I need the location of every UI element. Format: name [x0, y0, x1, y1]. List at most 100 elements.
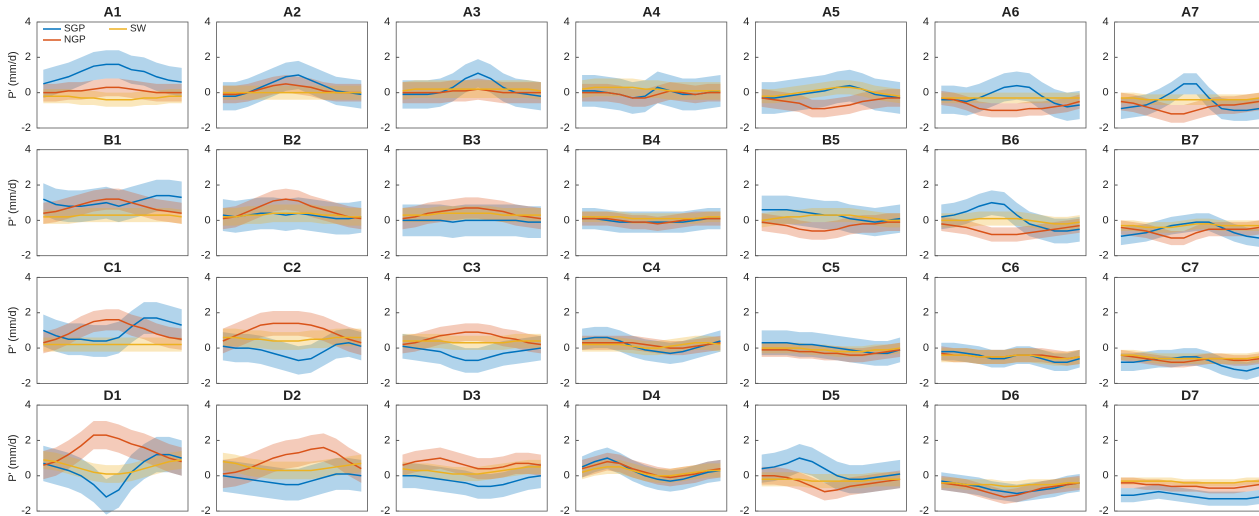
panel-title: C4 — [642, 259, 660, 275]
y-tick-label: 0 — [384, 214, 390, 226]
series-line — [582, 217, 721, 223]
y-tick-label: -2 — [560, 377, 570, 389]
y-tick-label: -2 — [740, 505, 750, 516]
axes-box — [934, 404, 1087, 512]
y-tick-label: 0 — [564, 342, 570, 354]
y-tick-label: 2 — [25, 434, 31, 446]
axes-box — [395, 404, 548, 512]
y-tick-label: 2 — [743, 179, 749, 191]
series-line — [402, 457, 542, 470]
y-tick-label: 0 — [25, 342, 31, 354]
band — [43, 436, 182, 515]
y-tick-label: 2 — [204, 51, 210, 63]
axes-box — [755, 276, 907, 384]
panel-title: A3 — [463, 4, 481, 20]
axes-box — [36, 404, 189, 512]
y-tick-label: 2 — [25, 51, 31, 63]
series-line — [941, 97, 1080, 112]
series-line — [582, 342, 721, 349]
y-tick-label: 0 — [743, 87, 749, 99]
y-tick-label: 0 — [564, 470, 570, 482]
axes-box — [216, 149, 369, 257]
y-tick-label: 0 — [384, 470, 390, 482]
series-line — [1120, 482, 1259, 489]
y-tick-label: 4 — [564, 271, 570, 283]
band — [582, 447, 721, 492]
series-line — [761, 97, 901, 110]
panel-title: B2 — [283, 131, 301, 147]
series-line — [1120, 354, 1259, 363]
y-tick-label: 2 — [25, 307, 31, 319]
band — [43, 78, 182, 102]
y-tick-label: 2 — [384, 307, 390, 319]
y-tick-label: -2 — [380, 250, 390, 262]
band — [402, 333, 541, 350]
series-line — [1120, 221, 1259, 239]
panel-title: A4 — [642, 4, 660, 20]
band — [43, 179, 182, 223]
series-line — [43, 95, 182, 101]
series-line — [761, 86, 901, 97]
y-tick-label: 2 — [564, 179, 570, 191]
y-tick-label: 4 — [923, 399, 929, 411]
y-tick-label: 4 — [384, 16, 390, 28]
panel-title: A6 — [1002, 4, 1020, 20]
panel-title: D2 — [283, 387, 301, 403]
series-line — [222, 198, 362, 220]
panel-title: B3 — [463, 131, 481, 147]
series-line — [222, 473, 362, 486]
y-tick-label: 0 — [564, 214, 570, 226]
axes-box — [755, 149, 907, 257]
y-tick-label: 0 — [923, 214, 929, 226]
y-tick-label: 2 — [923, 51, 929, 63]
band — [941, 216, 1080, 242]
band — [43, 302, 182, 357]
legend-label: NGP — [64, 35, 86, 46]
series-line — [222, 460, 362, 472]
band — [402, 78, 541, 104]
y-tick-label: -2 — [1099, 377, 1109, 389]
series-line — [761, 214, 901, 222]
y-tick-label: 0 — [1102, 342, 1108, 354]
series-line — [43, 63, 182, 85]
band — [582, 82, 721, 107]
band — [761, 195, 901, 237]
y-tick-label: 0 — [204, 342, 210, 354]
series-line — [941, 482, 1080, 498]
band — [941, 475, 1080, 505]
y-tick-label: 4 — [1102, 16, 1108, 28]
series-line — [941, 84, 1080, 108]
series-line — [1120, 490, 1259, 500]
series-line — [43, 198, 182, 215]
y-tick-label: 0 — [25, 87, 31, 99]
y-tick-label: 4 — [204, 144, 210, 156]
panel-title: B4 — [642, 131, 660, 147]
series-line — [761, 349, 901, 356]
series-line — [402, 219, 541, 223]
series-line — [222, 342, 362, 362]
band — [761, 466, 901, 501]
y-tick-label: -2 — [1099, 505, 1109, 516]
series-line — [582, 216, 721, 220]
band — [941, 472, 1080, 503]
axes-box — [1114, 149, 1259, 257]
series-line — [941, 223, 1080, 236]
y-tick-label: 2 — [743, 434, 749, 446]
series-line — [43, 459, 182, 475]
series-line — [581, 460, 721, 479]
panel-title: B5 — [822, 131, 840, 147]
y-tick-label: 4 — [743, 16, 749, 28]
series-line — [1120, 356, 1259, 372]
y-tick-label: 0 — [923, 470, 929, 482]
band — [222, 328, 362, 350]
y-tick-label: -2 — [380, 377, 390, 389]
band — [761, 213, 901, 240]
legend-label: SW — [130, 24, 147, 35]
band — [43, 208, 182, 224]
axes-box — [575, 276, 728, 384]
band — [761, 330, 901, 366]
band — [582, 459, 721, 483]
y-tick-label: 4 — [564, 144, 570, 156]
series-line — [941, 201, 1080, 232]
series-line — [43, 194, 182, 208]
